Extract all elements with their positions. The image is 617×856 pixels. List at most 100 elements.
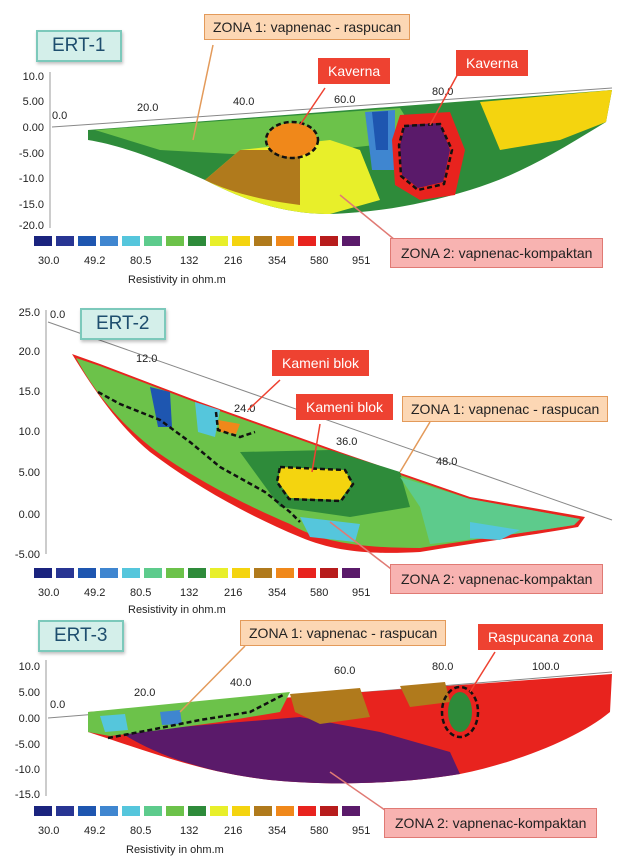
legend-swatch (188, 236, 206, 246)
ert1-x-tick: 20.0 (137, 102, 158, 114)
ert2-y-tick: 0.00 (19, 509, 40, 521)
ert2-section-plot: 25.0 20.0 15.0 10.0 5.00 0.00 -5.00 0.0 … (15, 307, 613, 599)
legend-swatch (122, 236, 140, 246)
ert2-legend-tick: 132 (180, 587, 198, 599)
ert2-x-tick: 0.0 (50, 309, 65, 321)
legend-swatch (100, 806, 118, 816)
ert1-zona1-label: ZONA 1: vapnenac - raspucan (204, 14, 411, 40)
ert1-panel: 10.0 5.00 0.00 -5.00 -10.0 -15.0 -20.0 0… (0, 0, 617, 290)
ert3-zone-purple (120, 717, 460, 784)
ert3-x-tick: 80.0 (432, 661, 453, 673)
legend-swatch (342, 806, 360, 816)
ert1-legend: 30.0 49.2 80.5 132 216 354 580 951 (34, 236, 370, 267)
ert2-legend-tick: 80.5 (130, 587, 151, 599)
ert2-x-tick: 36.0 (336, 436, 357, 448)
ert1-x-tick: 0.0 (52, 110, 67, 122)
ert1-legend-tick: 216 (224, 255, 242, 267)
legend-swatch (56, 806, 74, 816)
legend-swatch (298, 568, 316, 578)
ert2-zone-cyan-2 (300, 517, 360, 542)
ert1-legend-tick: 49.2 (84, 255, 105, 267)
ert3-legend-tick: 80.5 (130, 825, 151, 837)
ert3-legend-tick: 30.0 (38, 825, 59, 837)
ert2-x-tick: 48.0 (436, 456, 457, 468)
ert3-zone-cyan (100, 714, 128, 732)
legend-swatch (100, 236, 118, 246)
legend-swatch (210, 806, 228, 816)
ert3-y-tick: 5.00 (19, 687, 40, 699)
ert1-kaverna-right-outline (397, 122, 454, 192)
legend-swatch (232, 568, 250, 578)
ert1-legend-swatches (34, 236, 360, 246)
ert3-raspucana-zona-outline (440, 685, 480, 739)
legend-swatch (276, 236, 294, 246)
ert2-legend-tick: 216 (224, 587, 242, 599)
ert2-zona2-label: ZONA 2: vapnenac-kompaktan (390, 564, 604, 594)
legend-swatch (276, 568, 294, 578)
legend-swatch (254, 806, 272, 816)
ert3-section-plot: 10.0 5.00 0.00 -5.00 -10.0 -15.0 0.0 20.… (15, 645, 613, 837)
ert2-zone-orange (218, 420, 240, 434)
ert1-zona2-leader (339, 194, 396, 241)
ert1-kaverna-right-label: Kaverna (456, 50, 529, 76)
ert2-y-tick: 25.0 (19, 307, 40, 319)
ert3-legend-swatches (34, 806, 360, 816)
ert1-zone-purple (400, 123, 450, 188)
ert1-y-tick: -5.00 (19, 148, 44, 160)
ert3-zona1-leader (179, 645, 246, 713)
ert2-legend-swatches (34, 568, 360, 578)
ert2-legend-tick: 49.2 (84, 587, 105, 599)
ert1-title: ERT-1 (36, 30, 122, 62)
ert2-title: ERT-2 (80, 308, 166, 340)
ert3-legend-tick: 216 (224, 825, 242, 837)
ert2-panel: 25.0 20.0 15.0 10.0 5.00 0.00 -5.00 0.0 … (0, 292, 617, 616)
ert2-kameni-blok-1-outline (214, 411, 256, 439)
legend-swatch (232, 236, 250, 246)
ert1-topography-line (51, 87, 613, 128)
ert2-legend-tick: 30.0 (38, 587, 59, 599)
ert3-y-tick: -10.0 (15, 764, 40, 776)
ert1-section-plot: 10.0 5.00 0.00 -5.00 -10.0 -15.0 -20.0 0… (19, 44, 613, 267)
ert3-x-tick: 100.0 (532, 661, 560, 673)
ert1-x-tick: 60.0 (334, 94, 355, 106)
ert1-y-tick: 0.00 (23, 122, 44, 134)
ert3-legend: 30.0 49.2 80.5 132 216 354 580 951 (34, 806, 370, 837)
ert3-y-tick: -5.00 (15, 739, 40, 751)
legend-swatch (210, 236, 228, 246)
ert2-legend-tick: 951 (352, 587, 370, 599)
legend-swatch (320, 806, 338, 816)
ert3-zone-green (88, 692, 290, 736)
legend-swatch (254, 568, 272, 578)
ert3-legend-tick: 354 (268, 825, 286, 837)
ert2-kameni-blok-2-label: Kameni blok (296, 394, 394, 420)
legend-swatch (34, 236, 52, 246)
ert1-legend-tick: 132 (180, 255, 198, 267)
ert2-legend: 30.0 49.2 80.5 132 216 354 580 951 (34, 568, 370, 599)
ert2-legend-tick: 580 (310, 587, 328, 599)
ert2-zone-green-mid (400, 477, 580, 544)
ert2-y-tick: -5.00 (15, 549, 40, 561)
ert1-y-tick: -20.0 (19, 220, 44, 232)
legend-swatch (166, 806, 184, 816)
ert2-zone-boundary (97, 390, 301, 523)
legend-swatch (320, 236, 338, 246)
ert3-x-tick: 20.0 (134, 687, 155, 699)
legend-swatch (56, 568, 74, 578)
ert3-zone-green-crack (448, 692, 472, 732)
ert1-zone-brown (205, 150, 300, 205)
legend-swatch (188, 568, 206, 578)
legend-swatch (100, 568, 118, 578)
ert1-x-tick: 80.0 (432, 86, 453, 98)
ert3-x-tick: 60.0 (334, 665, 355, 677)
ert3-zona1-label: ZONA 1: vapnenac - raspucan (240, 620, 447, 646)
ert2-zone-cyan-1 (195, 402, 220, 437)
ert1-y-tick: 5.00 (23, 96, 44, 108)
ert1-zone-yellow-right (480, 90, 612, 150)
ert1-legend-tick: 580 (310, 255, 328, 267)
ert1-zona2-label: ZONA 2: vapnenac-kompaktan (390, 238, 604, 268)
ert1-kaverna-left-outline (264, 120, 320, 160)
ert2-y-tick: 15.0 (19, 386, 40, 398)
legend-swatch (144, 568, 162, 578)
legend-swatch (188, 806, 206, 816)
ert1-legend-tick: 30.0 (38, 255, 59, 267)
